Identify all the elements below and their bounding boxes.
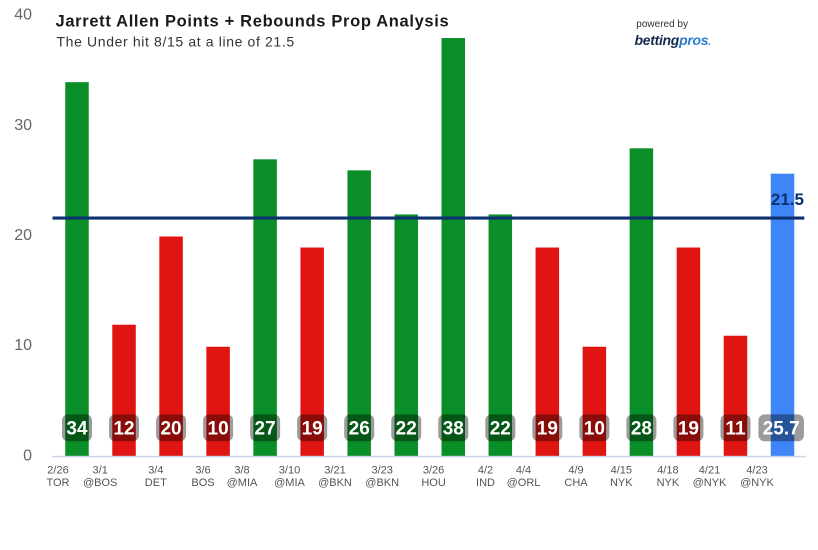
svg-text:@BOS: @BOS — [83, 477, 117, 489]
svg-text:19: 19 — [537, 419, 558, 440]
svg-text:4/23: 4/23 — [746, 465, 767, 477]
svg-text:11: 11 — [725, 419, 746, 440]
svg-text:25.7: 25.7 — [763, 419, 800, 440]
svg-text:20: 20 — [160, 419, 181, 440]
svg-text:12: 12 — [113, 419, 134, 440]
svg-text:3/21: 3/21 — [324, 465, 345, 477]
svg-text:34: 34 — [66, 419, 88, 440]
svg-text:3/4: 3/4 — [148, 465, 163, 477]
svg-text:2/26: 2/26 — [47, 465, 68, 477]
svg-text:10: 10 — [14, 337, 32, 354]
svg-text:@BKN: @BKN — [365, 477, 399, 489]
svg-text:40: 40 — [14, 7, 32, 24]
svg-text:4/18: 4/18 — [657, 465, 678, 477]
svg-text:3/1: 3/1 — [93, 465, 108, 477]
svg-text:3/8: 3/8 — [234, 465, 249, 477]
svg-text:CHA: CHA — [564, 477, 588, 489]
svg-text:22: 22 — [490, 419, 511, 440]
svg-text:bettingpros.: bettingpros. — [635, 32, 711, 48]
svg-text:30: 30 — [14, 117, 32, 134]
svg-text:4/9: 4/9 — [568, 465, 583, 477]
svg-text:27: 27 — [255, 419, 276, 440]
svg-text:powered by: powered by — [636, 19, 688, 30]
svg-text:@BKN: @BKN — [318, 477, 352, 489]
svg-text:@MIA: @MIA — [227, 477, 258, 489]
svg-text:NYK: NYK — [610, 477, 633, 489]
svg-text:DET: DET — [145, 477, 167, 489]
svg-text:BOS: BOS — [191, 477, 214, 489]
svg-text:22: 22 — [396, 419, 417, 440]
svg-text:21.5: 21.5 — [771, 190, 804, 209]
svg-text:Jarrett Allen Points + Rebound: Jarrett Allen Points + Rebounds Prop Ana… — [56, 13, 450, 31]
svg-text:4/2: 4/2 — [478, 465, 493, 477]
svg-text:IND: IND — [476, 477, 495, 489]
svg-text:4/21: 4/21 — [699, 465, 720, 477]
svg-text:3/6: 3/6 — [195, 465, 210, 477]
svg-text:19: 19 — [678, 419, 699, 440]
svg-text:HOU: HOU — [421, 477, 446, 489]
svg-text:10: 10 — [208, 419, 229, 440]
svg-text:4/15: 4/15 — [611, 465, 632, 477]
svg-text:@ORL: @ORL — [507, 477, 541, 489]
svg-text:10: 10 — [584, 419, 605, 440]
svg-text:3/10: 3/10 — [279, 465, 300, 477]
svg-text:NYK: NYK — [657, 477, 680, 489]
svg-text:19: 19 — [302, 419, 323, 440]
svg-text:@NYK: @NYK — [740, 477, 774, 489]
svg-text:20: 20 — [14, 227, 32, 244]
svg-text:28: 28 — [631, 419, 652, 440]
svg-text:@NYK: @NYK — [693, 477, 727, 489]
svg-text:3/23: 3/23 — [371, 465, 392, 477]
svg-text:0: 0 — [23, 448, 32, 465]
svg-text:The Under hit 8/15 at a line o: The Under hit 8/15 at a line of 21.5 — [57, 34, 295, 50]
svg-text:TOR: TOR — [46, 477, 69, 489]
svg-text:@MIA: @MIA — [274, 477, 305, 489]
svg-text:3/26: 3/26 — [423, 465, 444, 477]
svg-text:26: 26 — [349, 419, 370, 440]
svg-text:4/4: 4/4 — [516, 465, 531, 477]
svg-text:38: 38 — [443, 419, 464, 440]
